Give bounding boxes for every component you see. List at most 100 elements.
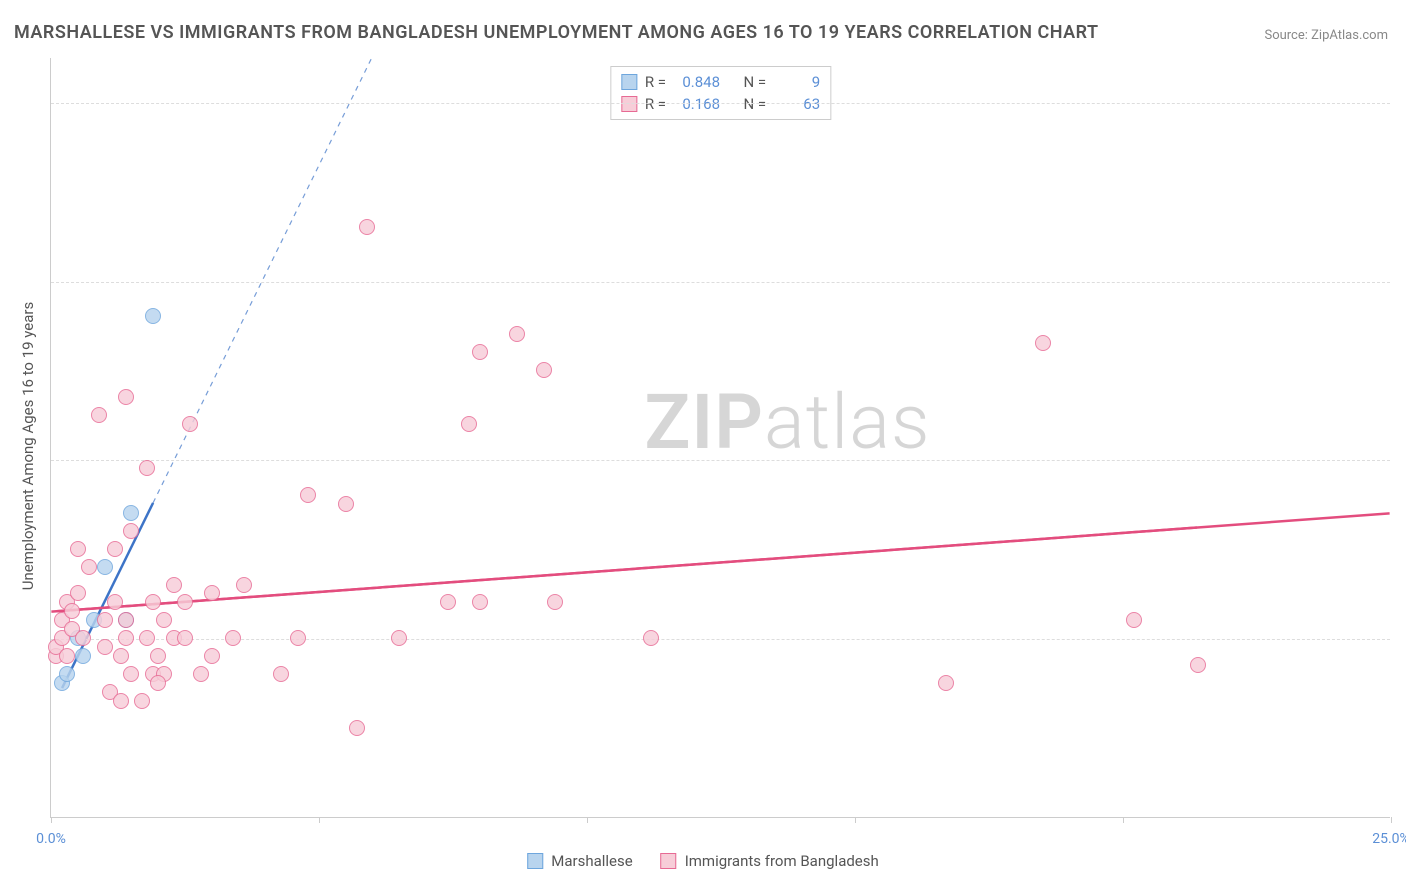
x-tick	[1123, 817, 1124, 823]
trend-line-dashed	[153, 58, 372, 503]
data-point	[536, 362, 552, 378]
data-point	[123, 666, 139, 682]
data-point	[391, 630, 407, 646]
gridline-h	[51, 639, 1390, 640]
legend-swatch	[621, 96, 637, 112]
watermark-light: atlas	[764, 377, 931, 467]
legend-item: Marshallese	[527, 852, 632, 870]
data-point	[461, 416, 477, 432]
gridline-h	[51, 460, 1390, 461]
correlation-legend: R = 0.848 N = 9 R = 0.168 N = 63	[610, 66, 831, 120]
n-label: N =	[744, 93, 767, 115]
data-point	[150, 675, 166, 691]
chart-container: MARSHALLESE VS IMMIGRANTS FROM BANGLADES…	[0, 0, 1406, 892]
data-point	[123, 523, 139, 539]
data-point	[59, 648, 75, 664]
data-point	[91, 407, 107, 423]
data-point	[139, 630, 155, 646]
legend-label: Marshallese	[551, 852, 632, 870]
r-value: 0.168	[674, 93, 720, 115]
data-point	[118, 612, 134, 628]
data-point	[1126, 612, 1142, 628]
data-point	[182, 416, 198, 432]
watermark: ZIPatlas	[644, 377, 930, 467]
n-value: 9	[774, 71, 820, 93]
data-point	[1035, 335, 1051, 351]
trend-line	[51, 513, 1389, 611]
data-point	[70, 585, 86, 601]
data-point	[70, 541, 86, 557]
data-point	[359, 219, 375, 235]
plot-area: R =0.848 N =9R =0.168 N =63 ZIPatlas 20.…	[50, 58, 1390, 818]
data-point	[177, 630, 193, 646]
legend-row: R = 0.848 N = 9	[621, 71, 820, 93]
data-point	[440, 594, 456, 610]
x-tick-label: 0.0%	[36, 831, 66, 847]
legend-row: R = 0.168 N = 63	[621, 93, 820, 115]
data-point	[166, 577, 182, 593]
data-point	[1190, 657, 1206, 673]
x-tick	[51, 817, 52, 823]
data-point	[472, 594, 488, 610]
data-point	[145, 594, 161, 610]
r-label: R =	[645, 71, 666, 93]
data-point	[349, 720, 365, 736]
trend-lines-layer	[51, 58, 1390, 817]
data-point	[236, 577, 252, 593]
data-point	[300, 487, 316, 503]
legend-label: Immigrants from Bangladesh	[685, 852, 879, 870]
data-point	[75, 630, 91, 646]
data-point	[97, 559, 113, 575]
data-point	[204, 648, 220, 664]
data-point	[643, 630, 659, 646]
data-point	[59, 666, 75, 682]
data-point	[123, 505, 139, 521]
gridline-h	[51, 282, 1390, 283]
x-tick	[587, 817, 588, 823]
gridline-h	[51, 103, 1390, 104]
data-point	[107, 594, 123, 610]
x-tick	[855, 817, 856, 823]
data-point	[107, 541, 123, 557]
data-point	[225, 630, 241, 646]
legend-swatch	[527, 853, 543, 869]
data-point	[139, 460, 155, 476]
data-point	[145, 308, 161, 324]
data-point	[938, 675, 954, 691]
data-point	[193, 666, 209, 682]
data-point	[472, 344, 488, 360]
series-legend: Marshallese Immigrants from Bangladesh	[527, 852, 879, 870]
data-point	[177, 594, 193, 610]
data-point	[150, 648, 166, 664]
data-point	[81, 559, 97, 575]
data-point	[97, 612, 113, 628]
r-value: 0.848	[674, 71, 720, 93]
data-point	[118, 630, 134, 646]
y-axis-label: Unemployment Among Ages 16 to 19 years	[19, 302, 37, 590]
legend-swatch	[621, 74, 637, 90]
data-point	[290, 630, 306, 646]
data-point	[273, 666, 289, 682]
data-point	[75, 648, 91, 664]
data-point	[113, 648, 129, 664]
source-label: Source: ZipAtlas.com	[1264, 28, 1388, 43]
n-label: N =	[744, 71, 767, 93]
x-tick	[319, 817, 320, 823]
x-tick	[1391, 817, 1392, 823]
data-point	[547, 594, 563, 610]
data-point	[156, 612, 172, 628]
data-point	[118, 389, 134, 405]
data-point	[204, 585, 220, 601]
trend-line	[57, 528, 1197, 612]
data-point	[134, 693, 150, 709]
legend-item: Immigrants from Bangladesh	[661, 852, 879, 870]
x-tick-label: 25.0%	[1372, 831, 1406, 847]
data-point	[64, 603, 80, 619]
data-point	[113, 693, 129, 709]
r-label: R =	[645, 93, 666, 115]
watermark-bold: ZIP	[644, 377, 764, 467]
data-point	[97, 639, 113, 655]
data-point	[338, 496, 354, 512]
n-value: 63	[774, 93, 820, 115]
legend-swatch	[661, 853, 677, 869]
